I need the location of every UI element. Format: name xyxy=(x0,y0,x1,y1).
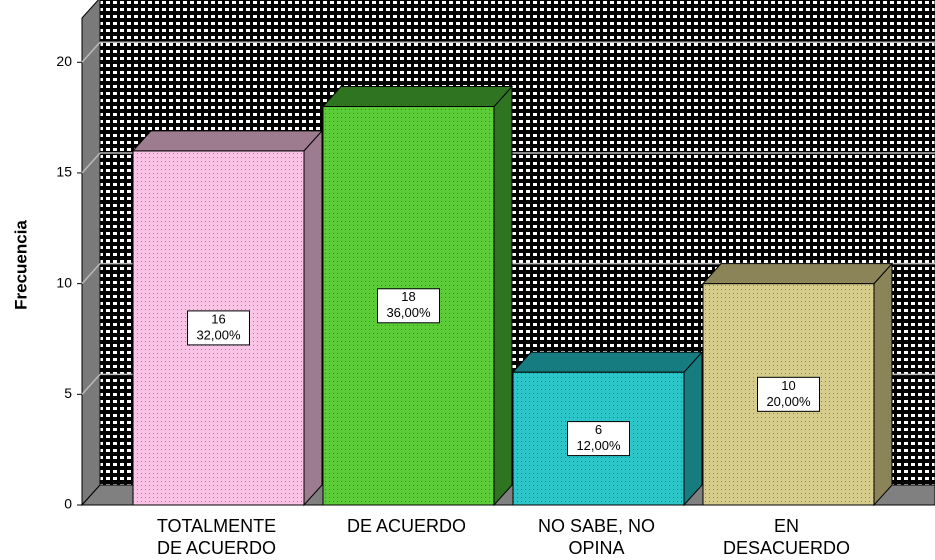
bar-top xyxy=(131,130,324,152)
y-tick-label: 5 xyxy=(64,385,72,401)
data-label: 6 xyxy=(595,422,602,437)
label-box xyxy=(377,288,440,324)
x-tick-label: NO SABE, NO xyxy=(538,516,655,536)
x-tick-label: TOTALMENTE xyxy=(157,516,276,536)
label-box xyxy=(757,376,820,412)
data-label: 32,00% xyxy=(196,327,241,342)
side-wall xyxy=(81,0,101,507)
data-label: 36,00% xyxy=(386,305,431,320)
x-tick-label: DE ACUERDO xyxy=(157,538,276,558)
x-tick-label: DESACUERDO xyxy=(723,538,850,558)
y-axis-label: Frecuencia xyxy=(11,220,30,310)
y-tick-label: 0 xyxy=(64,496,72,512)
bar-side xyxy=(683,350,703,507)
y-tick-label: 10 xyxy=(56,274,72,290)
label-box xyxy=(567,421,630,457)
grid-line xyxy=(81,263,101,285)
grid-line xyxy=(81,373,101,395)
data-label: 18 xyxy=(401,289,415,304)
x-tick-label: OPINA xyxy=(568,538,624,558)
bar-side xyxy=(303,129,323,507)
data-label: 16 xyxy=(211,311,225,326)
bar-top xyxy=(701,263,894,285)
bar-side xyxy=(873,262,893,507)
y-tick-label: 20 xyxy=(56,53,72,69)
data-label: 12,00% xyxy=(576,438,621,453)
data-label: 20,00% xyxy=(766,394,811,409)
x-tick-label: DE ACUERDO xyxy=(347,516,466,536)
data-label: 10 xyxy=(781,378,795,393)
y-tick-label: 15 xyxy=(56,164,72,180)
bar-side xyxy=(493,85,513,507)
x-tick-label: EN xyxy=(774,516,799,536)
label-box xyxy=(187,310,250,346)
bar-top xyxy=(511,351,704,373)
grid-line xyxy=(81,152,101,174)
grid-line xyxy=(81,41,101,63)
bar-top xyxy=(321,86,514,108)
